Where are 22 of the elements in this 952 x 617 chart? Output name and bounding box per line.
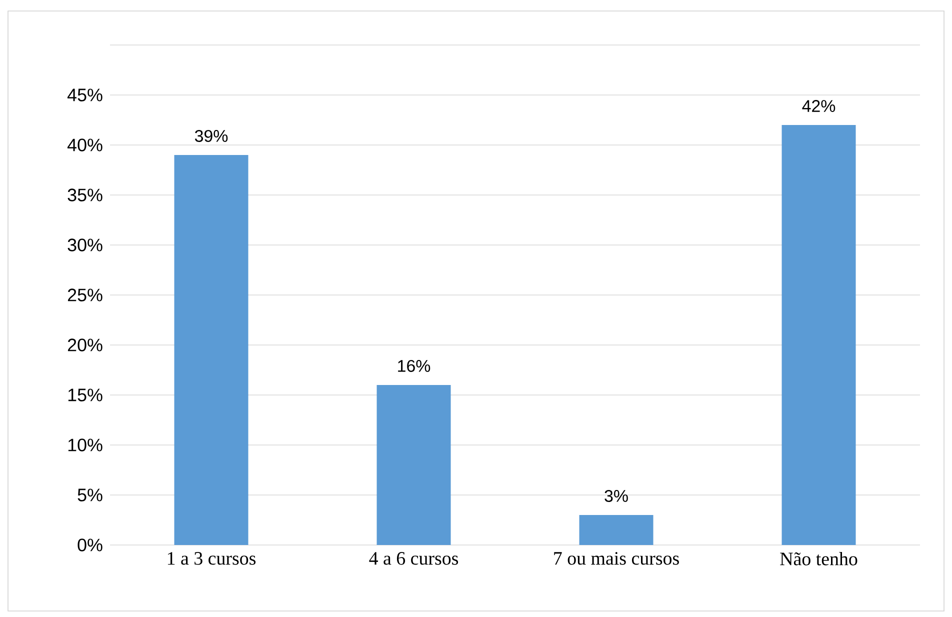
data-label: 16%: [398, 360, 430, 372]
x-tick-label: 4 a 6 cursos: [369, 552, 458, 565]
y-tick-label: 45%: [67, 88, 102, 102]
y-tick-label: 30%: [68, 238, 102, 252]
bar: [376, 385, 451, 545]
x-tick-label: 7 ou mais cursos: [554, 552, 679, 565]
x-tick-label: Não tenho: [780, 552, 858, 566]
data-label: 39%: [194, 130, 228, 142]
data-label: 3%: [604, 490, 628, 502]
bar: [579, 515, 654, 545]
y-tick-label: 5%: [78, 488, 102, 502]
bar: [174, 155, 248, 545]
y-tick-label: 15%: [68, 388, 102, 402]
data-label: 42%: [802, 100, 836, 112]
y-tick-label: 0%: [78, 538, 102, 552]
y-tick-label: 25%: [68, 288, 102, 302]
x-tick-label: 1 a 3 cursos: [168, 552, 256, 565]
y-tick-label: 20%: [68, 338, 102, 352]
y-tick-label: 40%: [67, 138, 102, 152]
bar: [782, 125, 856, 545]
y-tick-label: 10%: [68, 438, 102, 452]
y-tick-label: 35%: [68, 188, 102, 202]
